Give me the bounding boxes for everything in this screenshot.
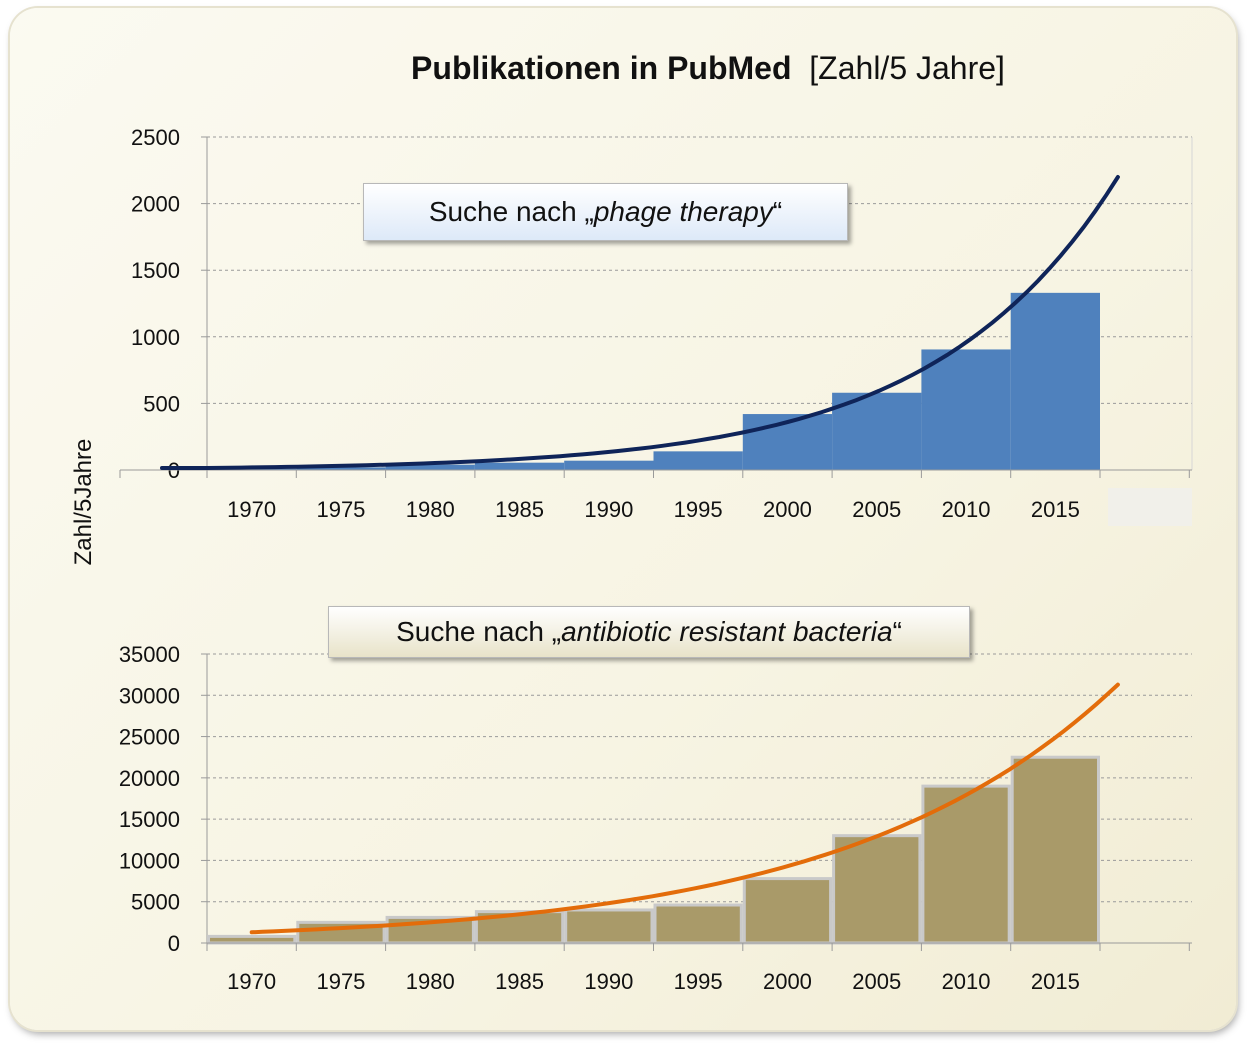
y-tick-label: 500 — [143, 391, 180, 416]
bar-1990 — [564, 908, 654, 945]
x-tick-label: 1985 — [495, 497, 544, 522]
title-main: Publikationen in PubMed — [411, 50, 792, 86]
bar-2010 — [921, 784, 1011, 945]
x-tick-label: 1970 — [227, 969, 276, 994]
y-tick-label: 25000 — [119, 725, 180, 750]
callout-suffix: “ — [772, 196, 783, 227]
y-tick-label: 1500 — [131, 258, 180, 283]
y-tick-label: 1000 — [131, 325, 180, 350]
trend-curve — [160, 175, 1120, 470]
chart-antibiotic-resistant-bacteria: 0 5000 10000 15000 20000 25000 30000 35000 1970 1… — [119, 642, 1192, 994]
x-tick-label: 1990 — [584, 497, 633, 522]
callout-phage-therapy: Suche nach „ phage therapy “ — [363, 183, 848, 241]
bar-1980 — [385, 464, 475, 470]
bar-1990 — [564, 460, 654, 470]
y-tick-label: 5000 — [131, 890, 180, 915]
bar-2000 — [742, 877, 833, 945]
x-tick-label: 2000 — [763, 497, 812, 522]
trend-curve — [249, 682, 1120, 935]
bar-2015 — [1010, 755, 1101, 945]
bar-1985 — [474, 462, 565, 470]
bar-1970 — [207, 934, 297, 945]
x-tick-label: 2015 — [1031, 969, 1080, 994]
bar-1975 — [296, 467, 386, 470]
x-tick-label: 1975 — [316, 969, 365, 994]
y-tick-label: 15000 — [119, 807, 180, 832]
bar-1995 — [653, 451, 743, 470]
callout-antibiotic-resistant-bacteria: Suche nach „ antibiotic resistant bacteri… — [328, 606, 970, 658]
x-tick-label: 2005 — [852, 497, 901, 522]
y-tick-label: 2000 — [131, 192, 180, 217]
x-tick-label: 1980 — [406, 969, 455, 994]
bar-1995 — [653, 903, 743, 945]
callout-prefix: Suche nach „ — [396, 616, 562, 647]
y-tick-label: 35000 — [119, 642, 180, 667]
y-tick-label: 0 — [168, 931, 180, 956]
y-tick-label: 2500 — [131, 125, 180, 150]
x-tick-label: 2010 — [942, 969, 991, 994]
x-tick-label: 1975 — [316, 497, 365, 522]
x-tick-label: 2010 — [942, 497, 991, 522]
callout-term: antibiotic resistant bacteria — [561, 616, 893, 647]
x-tick-label: 1970 — [227, 497, 276, 522]
y-tick-label: 30000 — [119, 683, 180, 708]
callout-term: phage therapy — [593, 196, 773, 227]
x-tick-label: 1995 — [674, 497, 723, 522]
callout-prefix: Suche nach „ — [428, 196, 594, 227]
callout-suffix: “ — [892, 616, 902, 647]
x-tick-label: 1980 — [406, 497, 455, 522]
bar-2005 — [832, 834, 922, 945]
x-tick-label: 1995 — [674, 969, 723, 994]
axis-empty-cell — [1108, 488, 1192, 526]
bar-2015 — [1010, 292, 1100, 470]
y-tick-label: 20000 — [119, 766, 180, 791]
bar-2010 — [921, 349, 1011, 470]
chart-title: Publikationen in PubMed [Zahl/5 Jahre] — [0, 50, 1248, 87]
x-tick-label: 2000 — [763, 969, 812, 994]
x-tick-label: 1990 — [584, 969, 633, 994]
x-tick-label: 1985 — [495, 969, 544, 994]
title-unit: [Zahl/5 Jahre] — [809, 50, 1005, 86]
x-tick-label: 2015 — [1031, 497, 1080, 522]
x-tick-label: 2005 — [852, 969, 901, 994]
y-tick-label: 10000 — [119, 848, 180, 873]
